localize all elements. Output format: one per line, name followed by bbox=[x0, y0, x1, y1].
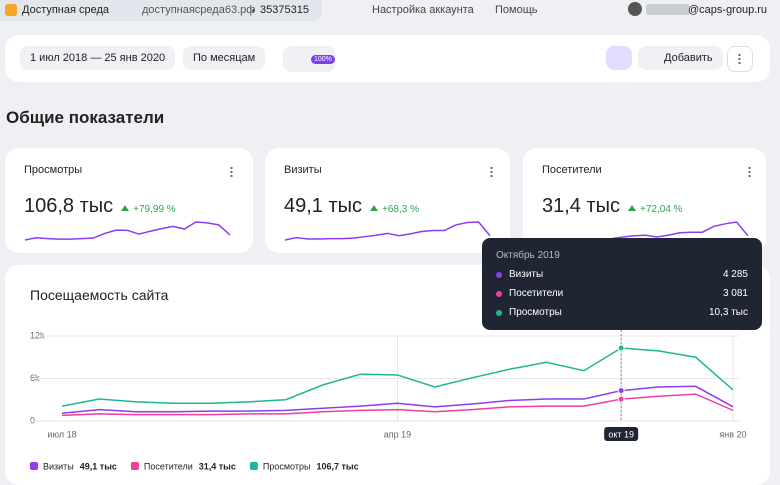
x-tick-label: июл 18 bbox=[47, 429, 76, 439]
tooltip-name: Просмотры bbox=[509, 307, 562, 318]
tooltip-value: 4 285 bbox=[723, 269, 748, 280]
legend-total: 106,7 тыс bbox=[316, 461, 358, 471]
sparkline bbox=[285, 222, 490, 240]
tooltip-name: Посетители bbox=[509, 288, 563, 299]
legend-swatch bbox=[30, 462, 38, 470]
x-tick-label: окт 19 bbox=[608, 429, 634, 439]
tooltip-title: Октябрь 2019 bbox=[496, 250, 560, 261]
y-tick-label: 6k bbox=[30, 373, 40, 383]
y-tick-label: 0 bbox=[30, 415, 35, 425]
tooltip-dot bbox=[496, 310, 502, 316]
legend-swatch bbox=[250, 462, 258, 470]
legend-name: Визиты bbox=[43, 461, 74, 471]
legend-swatch bbox=[131, 462, 139, 470]
tooltip-value: 3 081 bbox=[723, 288, 748, 299]
tooltip-dot bbox=[496, 272, 502, 278]
x-tick-label: янв 20 bbox=[719, 429, 746, 439]
sparkline bbox=[25, 222, 230, 240]
tooltip-name: Визиты bbox=[509, 269, 543, 280]
x-tick-label: апр 19 bbox=[384, 429, 411, 439]
hover-point bbox=[618, 345, 624, 351]
y-tick-label: 12k bbox=[30, 330, 45, 340]
legend-total: 49,1 тыс bbox=[80, 461, 117, 471]
chart: 0 6k 12k июл 18 апр 19 окт 19 янв 20 Визиты 49,1… bbox=[0, 0, 780, 472]
hover-point bbox=[618, 396, 624, 402]
tooltip-value: 10,3 тыс bbox=[709, 307, 748, 318]
hover-point bbox=[618, 388, 624, 394]
legend-name: Просмотры bbox=[263, 461, 311, 471]
legend-total: 31,4 тыс bbox=[199, 461, 236, 471]
legend-name: Посетители bbox=[144, 461, 193, 471]
tooltip-dot bbox=[496, 291, 502, 297]
tooltip: Октябрь 2019 Визиты 4 285 Посетители 3 081 П… bbox=[482, 238, 762, 330]
page: Доступная среда доступнаясреда63.рф 3537… bbox=[0, 0, 780, 472]
